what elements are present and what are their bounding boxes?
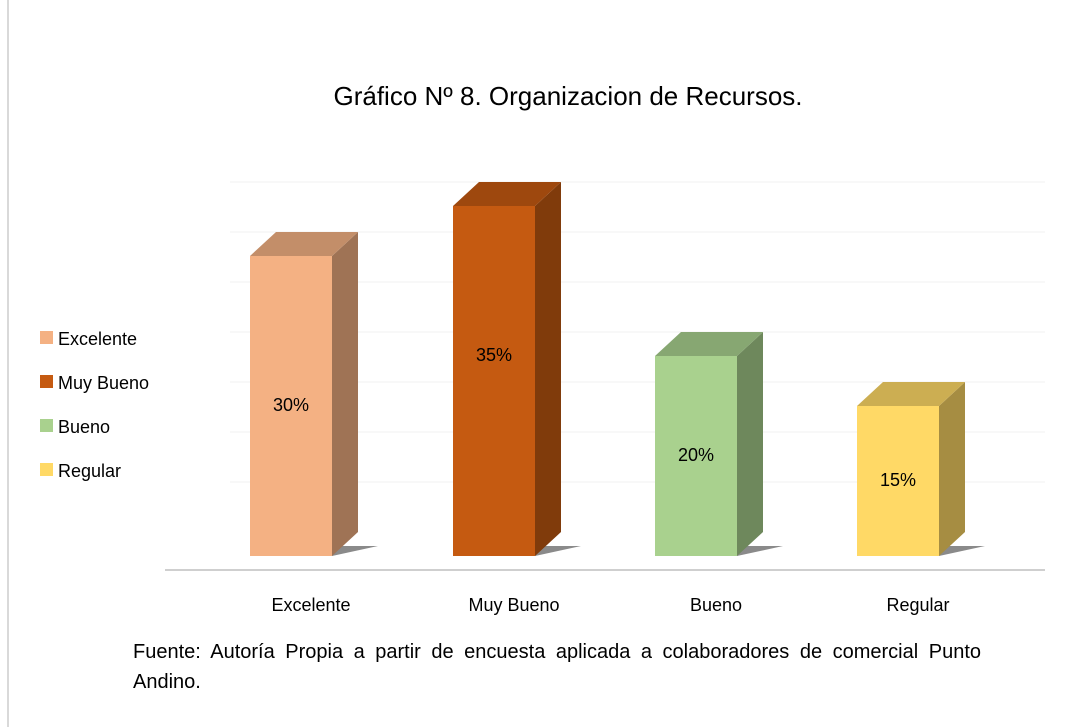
bar	[250, 256, 332, 556]
data-label: 35%	[476, 345, 512, 365]
legend-swatch	[40, 463, 53, 476]
bar-top	[250, 232, 358, 256]
legend-swatch	[40, 375, 53, 388]
bar-top	[857, 382, 965, 406]
legend-label: Muy Bueno	[58, 373, 149, 393]
data-label: 30%	[273, 395, 309, 415]
bar-side	[332, 232, 358, 556]
bar	[857, 406, 939, 556]
bar-side	[737, 332, 763, 556]
x-tick-label: Muy Bueno	[468, 595, 559, 615]
legend-swatch	[40, 419, 53, 432]
bar	[655, 356, 737, 556]
legend-label: Regular	[58, 461, 121, 481]
bar-top	[655, 332, 763, 356]
legend-label: Excelente	[58, 329, 137, 349]
chart-title: Gráfico Nº 8. Organizacion de Recursos.	[333, 81, 802, 111]
data-label: 15%	[880, 470, 916, 490]
x-tick-label: Excelente	[271, 595, 350, 615]
bar-side	[535, 182, 561, 556]
legend-swatch	[40, 331, 53, 344]
data-label: 20%	[678, 445, 714, 465]
x-tick-label: Bueno	[690, 595, 742, 615]
bar	[453, 206, 535, 556]
bar-side	[939, 382, 965, 556]
source-note: Fuente: Autoría Propia a partir de encue…	[133, 641, 981, 693]
bar-top	[453, 182, 561, 206]
x-tick-label: Regular	[886, 595, 949, 615]
legend-label: Bueno	[58, 417, 110, 437]
